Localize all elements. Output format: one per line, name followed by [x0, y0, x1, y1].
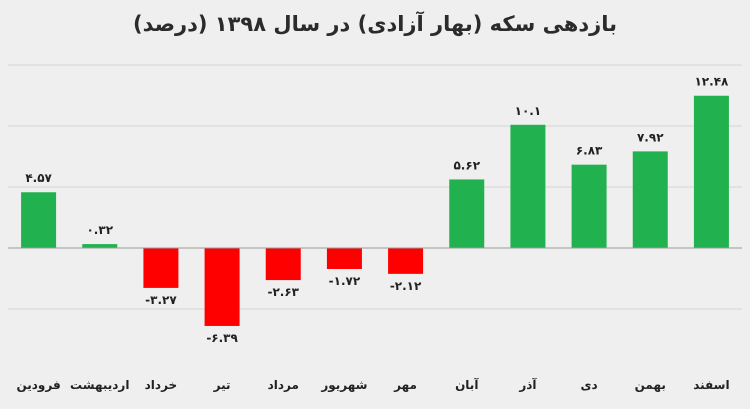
bars: [21, 95, 729, 326]
value-label-6: -۱.۷۲: [329, 274, 361, 288]
bar-8: [449, 179, 485, 248]
bar-2: [82, 244, 118, 248]
category-label-4: تیر: [213, 378, 231, 392]
value-label-3: -۳.۲۷: [145, 293, 177, 307]
category-label-2: اردیبهشت: [70, 378, 129, 392]
category-label-11: بهمن: [635, 378, 666, 392]
value-label-12: ۱۲.۴۸: [694, 75, 729, 89]
value-label-5: -۲.۶۳: [267, 285, 299, 299]
bar-10: [571, 164, 607, 248]
category-label-10: دی: [581, 378, 598, 392]
bar-11: [632, 151, 668, 248]
bar-7: [388, 248, 424, 274]
chart-title: بازدهی سکه (بهار آزادی) در سال ۱۳۹۸ (درص…: [132, 12, 618, 36]
value-label-4: -۶.۳۹: [206, 331, 238, 345]
value-label-7: -۲.۱۲: [390, 279, 422, 293]
bar-4: [204, 248, 240, 326]
category-labels: فرودین اردیبهشت خرداد تیر مرداد شهریور مهر آبان…: [16, 377, 729, 393]
category-label-1: فرودین: [16, 378, 60, 393]
value-labels: ۴.۵۷ ۰.۳۲ -۳.۲۷ -۶.۳۹ -۲.۶۳ -۱.۷۲ -۲.۱۲ ۵.۶۲ ۱۰.…: [25, 75, 729, 345]
bar-6: [326, 248, 362, 269]
value-label-9: ۱۰.۱: [515, 104, 542, 118]
bar-12: [693, 95, 729, 248]
category-label-8: آبان: [455, 377, 479, 392]
value-label-8: ۵.۶۲: [453, 158, 480, 172]
value-label-11: ۷.۹۲: [637, 130, 664, 144]
category-label-9: آذر: [518, 377, 537, 392]
value-label-1: ۴.۵۷: [25, 171, 52, 185]
bar-9: [510, 124, 546, 248]
gridlines: [8, 64, 742, 310]
category-label-5: مرداد: [268, 378, 299, 392]
bar-3: [143, 248, 179, 288]
bar-5: [265, 248, 301, 281]
category-label-6: شهریور: [320, 378, 367, 393]
bar-1: [21, 192, 57, 248]
category-label-7: مهر: [393, 378, 417, 392]
value-label-10: ۶.۸۳: [576, 144, 603, 158]
category-label-12: اسفند: [693, 378, 729, 392]
value-label-2: ۰.۳۲: [86, 223, 113, 237]
category-label-3: خرداد: [145, 378, 178, 392]
